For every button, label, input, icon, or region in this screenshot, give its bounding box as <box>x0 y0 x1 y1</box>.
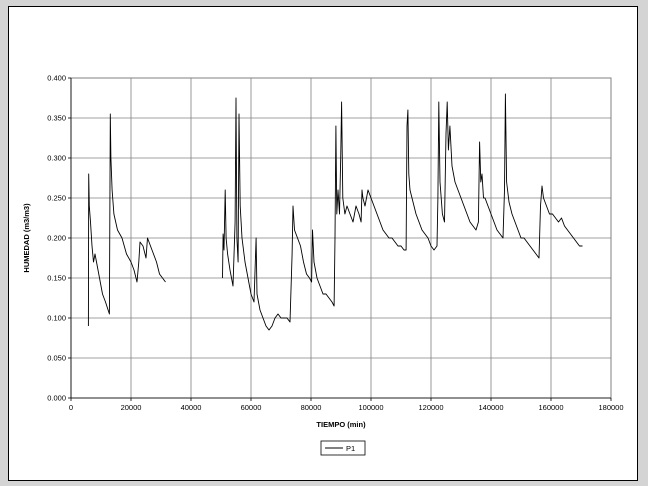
x-tick-label: 0 <box>69 403 73 412</box>
axis-ticks: 0.000 0.050 0.100 0.150 0.200 0.250 0.300 0.350… <box>47 74 623 412</box>
legend: P1 <box>320 440 366 456</box>
series-line-p1-segment-2 <box>222 93 583 331</box>
x-tick-label: 20000 <box>121 403 142 412</box>
legend-entry-p1: P1 <box>346 444 355 453</box>
chart-svg: 0.000 0.050 0.100 0.150 0.200 0.250 0.300 0.350… <box>22 74 624 456</box>
y-tick-label: 0.350 <box>47 114 66 123</box>
x-tick-label: 120000 <box>418 403 443 412</box>
x-tick-label: 80000 <box>301 403 322 412</box>
x-tick-label: 160000 <box>538 403 563 412</box>
x-tick-label: 180000 <box>598 403 623 412</box>
series-line-p1-segment-1 <box>87 113 166 327</box>
y-tick-label: 0.200 <box>47 234 66 243</box>
chart-frame: 0.000 0.050 0.100 0.150 0.200 0.250 0.300 0.350… <box>8 6 638 481</box>
x-tick-label: 40000 <box>181 403 202 412</box>
y-tick-label: 0.000 <box>47 394 66 403</box>
x-tick-label: 140000 <box>478 403 503 412</box>
y-tick-label: 0.400 <box>47 74 66 83</box>
series-lines <box>87 93 583 331</box>
y-tick-label: 0.150 <box>47 274 66 283</box>
x-axis-label: TIEMPO (min) <box>316 420 366 429</box>
y-tick-label: 0.050 <box>47 354 66 363</box>
y-axis-label: HUMEDAD (m3/m3) <box>22 203 31 273</box>
x-tick-label: 60000 <box>241 403 262 412</box>
grid-lines <box>70 77 612 399</box>
y-tick-label: 0.300 <box>47 154 66 163</box>
y-tick-label: 0.250 <box>47 194 66 203</box>
x-tick-label: 100000 <box>358 403 383 412</box>
y-tick-label: 0.100 <box>47 314 66 323</box>
